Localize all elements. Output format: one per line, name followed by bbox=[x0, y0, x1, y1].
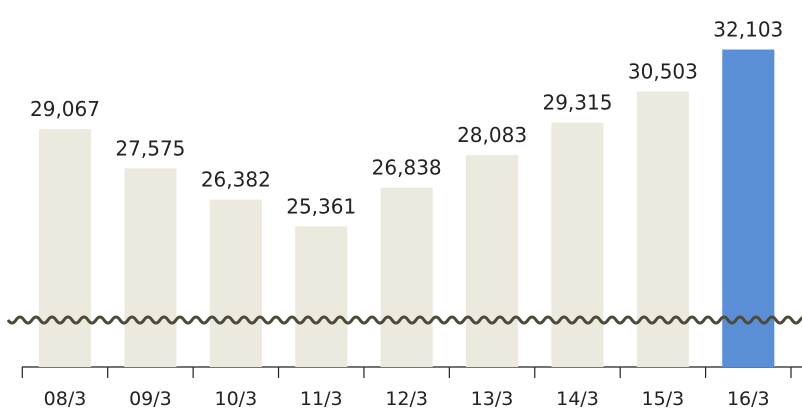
x-tick-label: 11/3 bbox=[300, 388, 343, 410]
x-tick-label: 08/3 bbox=[44, 388, 87, 410]
bar bbox=[636, 91, 689, 367]
value-label: 32,103 bbox=[713, 18, 783, 42]
bar bbox=[722, 49, 775, 368]
bar bbox=[38, 129, 92, 367]
x-tick-label: 12/3 bbox=[385, 388, 428, 410]
value-label: 25,361 bbox=[286, 194, 356, 218]
axis-break bbox=[6, 315, 802, 325]
value-label: 29,067 bbox=[30, 97, 100, 121]
value-label: 27,575 bbox=[115, 136, 185, 160]
x-tick-label: 10/3 bbox=[214, 388, 257, 410]
x-tick-label: 15/3 bbox=[642, 388, 685, 410]
bar bbox=[124, 168, 177, 367]
bar bbox=[551, 122, 604, 367]
value-label: 26,838 bbox=[372, 156, 442, 180]
x-tick-label: 14/3 bbox=[556, 388, 599, 410]
x-tick-label: 13/3 bbox=[471, 388, 514, 410]
bar bbox=[466, 154, 519, 367]
value-label: 26,382 bbox=[201, 168, 271, 192]
bar bbox=[295, 226, 348, 367]
bar bbox=[380, 187, 433, 367]
x-tick-label: 09/3 bbox=[129, 388, 172, 410]
value-label: 28,083 bbox=[457, 123, 527, 147]
x-tick-label: 16/3 bbox=[727, 388, 770, 410]
value-label: 30,503 bbox=[628, 59, 698, 83]
bar bbox=[209, 199, 262, 367]
value-label: 29,315 bbox=[542, 91, 612, 115]
